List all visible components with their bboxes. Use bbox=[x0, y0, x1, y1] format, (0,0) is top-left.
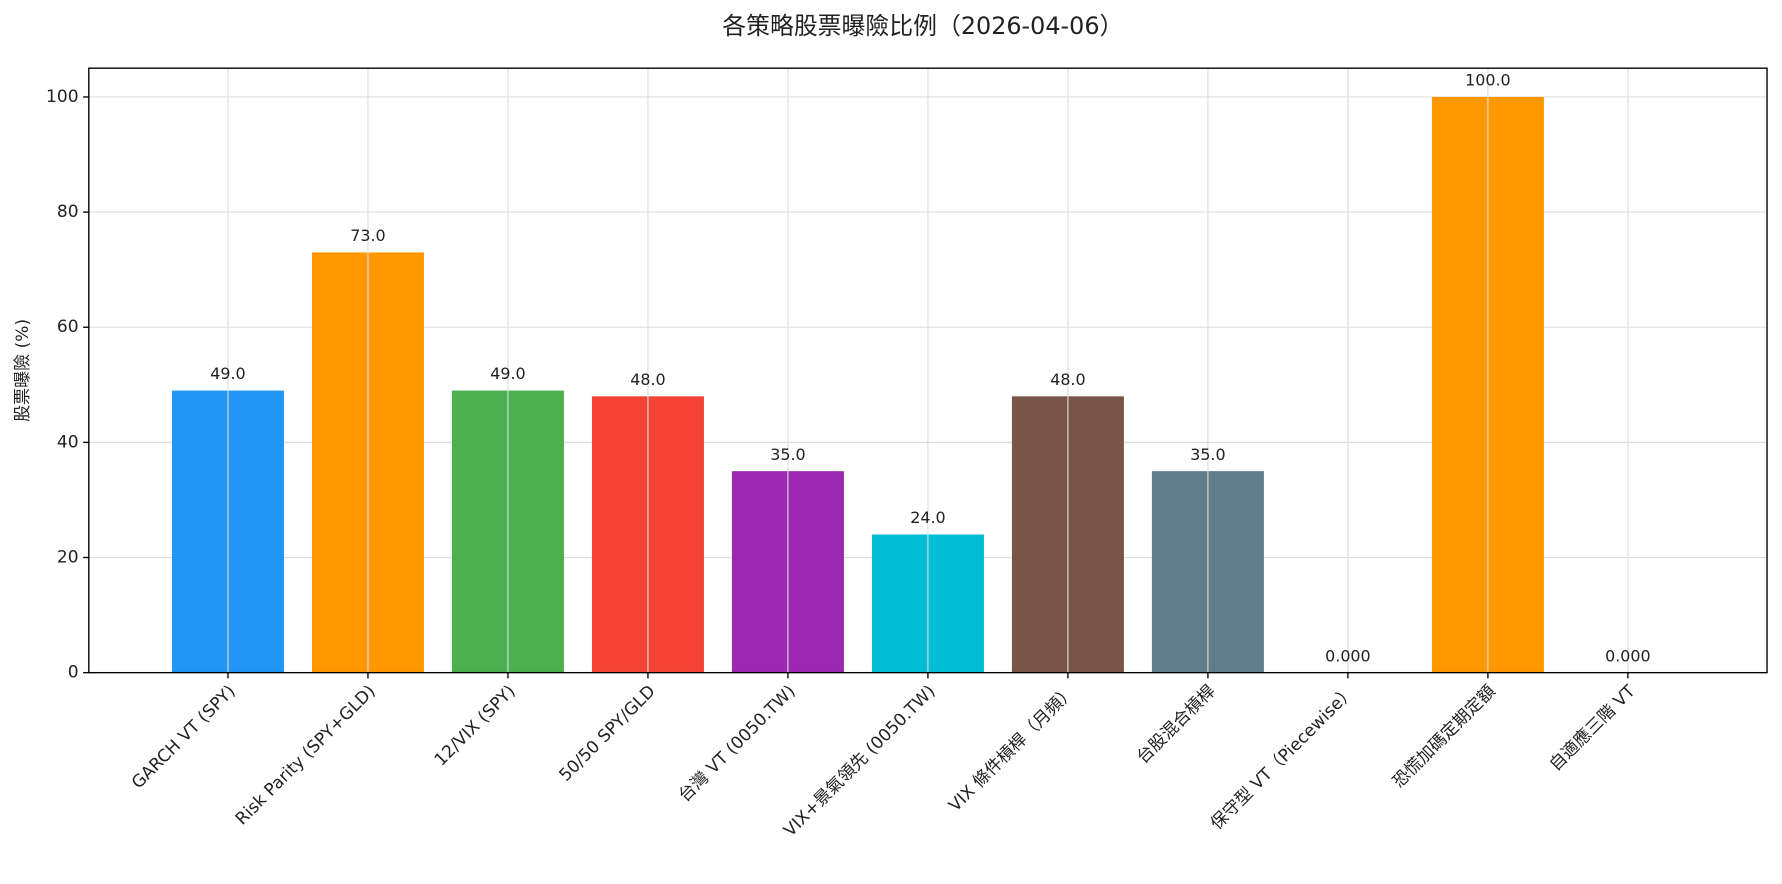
value-label: 0.000 bbox=[1325, 646, 1370, 665]
value-label: 100.0 bbox=[1465, 71, 1510, 90]
x-tick-label: 保守型 VT（Piecewise） bbox=[1207, 681, 1359, 833]
value-label: 73.0 bbox=[350, 226, 385, 245]
value-label: 35.0 bbox=[1190, 445, 1225, 464]
value-label: 48.0 bbox=[1050, 370, 1085, 389]
x-tick-label: VIX 條件槓桿（月頻） bbox=[945, 681, 1079, 815]
y-tick-label: 100 bbox=[46, 87, 79, 107]
value-label: 35.0 bbox=[770, 445, 805, 464]
x-tick-label: 12/VIX (SPY) bbox=[431, 681, 520, 770]
x-tick-label: VIX+景氣領先 (0050.TW) bbox=[780, 681, 939, 840]
x-tick-label: 50/50 SPY/GLD bbox=[556, 681, 660, 785]
x-tick-label: 台股混合槓桿 bbox=[1133, 681, 1219, 767]
chart-title: 各策略股票曝險比例（2026-04-06） bbox=[722, 12, 1123, 40]
value-label: 49.0 bbox=[490, 364, 525, 383]
y-tick-label: 60 bbox=[57, 317, 79, 337]
y-axis-label: 股票曝險 (%) bbox=[13, 319, 33, 422]
x-tick-label: Risk Parity (SPY+GLD) bbox=[232, 681, 380, 829]
value-label: 0.000 bbox=[1605, 646, 1650, 665]
x-tick-label: 自適應三階 VT bbox=[1545, 680, 1640, 775]
y-tick-label: 40 bbox=[57, 432, 79, 452]
plot-frame bbox=[88, 67, 1768, 674]
value-label: 49.0 bbox=[210, 364, 245, 383]
x-tick-label: GARCH VT (SPY) bbox=[128, 681, 240, 793]
x-tick-label: 台灣 VT (0050.TW) bbox=[675, 681, 800, 806]
y-tick-label: 20 bbox=[57, 548, 79, 568]
value-label: 48.0 bbox=[630, 370, 665, 389]
y-tick-label: 80 bbox=[57, 202, 79, 222]
x-tick-label: 恐慌加碼定期定額 bbox=[1389, 681, 1499, 791]
value-label: 24.0 bbox=[910, 508, 945, 527]
y-tick-label: 0 bbox=[68, 663, 79, 683]
